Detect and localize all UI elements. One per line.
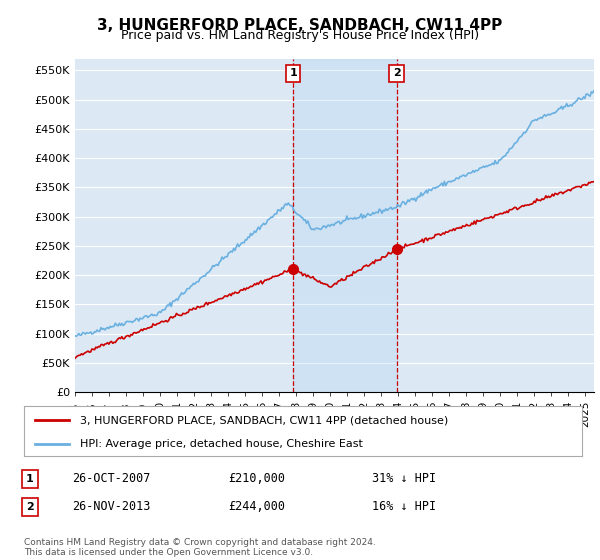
- Text: 16% ↓ HPI: 16% ↓ HPI: [372, 500, 436, 514]
- Text: 3, HUNGERFORD PLACE, SANDBACH, CW11 4PP: 3, HUNGERFORD PLACE, SANDBACH, CW11 4PP: [97, 18, 503, 33]
- Text: 26-OCT-2007: 26-OCT-2007: [72, 472, 151, 486]
- Text: 26-NOV-2013: 26-NOV-2013: [72, 500, 151, 514]
- Text: 3, HUNGERFORD PLACE, SANDBACH, CW11 4PP (detached house): 3, HUNGERFORD PLACE, SANDBACH, CW11 4PP …: [80, 415, 448, 425]
- Bar: [293, 59, 397, 392]
- Text: Price paid vs. HM Land Registry's House Price Index (HPI): Price paid vs. HM Land Registry's House …: [121, 29, 479, 42]
- Text: Contains HM Land Registry data © Crown copyright and database right 2024.
This d: Contains HM Land Registry data © Crown c…: [24, 538, 376, 557]
- Text: 1: 1: [26, 474, 34, 484]
- Text: HPI: Average price, detached house, Cheshire East: HPI: Average price, detached house, Ches…: [80, 439, 362, 449]
- Text: £244,000: £244,000: [228, 500, 285, 514]
- Text: 1: 1: [289, 68, 297, 78]
- Text: 31% ↓ HPI: 31% ↓ HPI: [372, 472, 436, 486]
- Text: 2: 2: [26, 502, 34, 512]
- Text: £210,000: £210,000: [228, 472, 285, 486]
- Text: 2: 2: [393, 68, 400, 78]
